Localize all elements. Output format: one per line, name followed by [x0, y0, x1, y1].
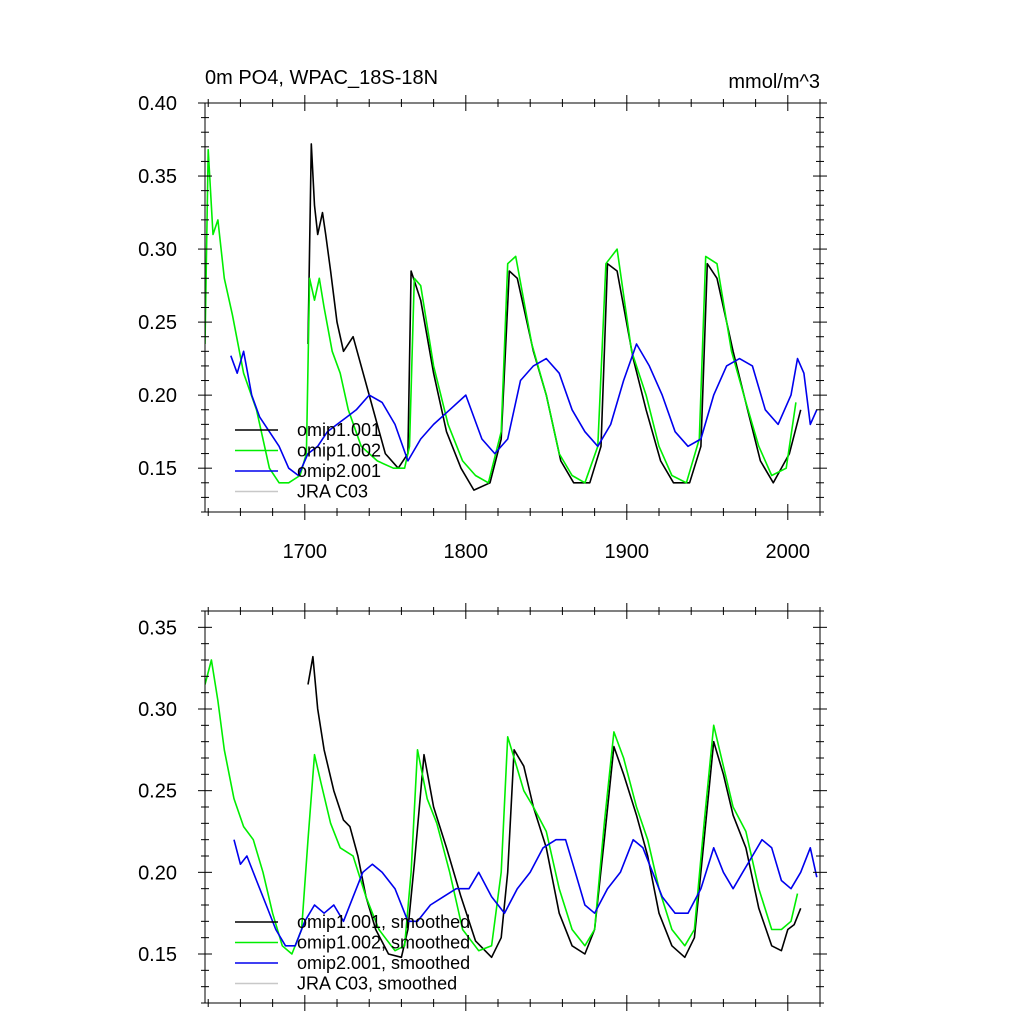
panel2-series-line-2: [233, 838, 818, 947]
panel1-title: 0m PO4, WPAC_18S-18N: [205, 67, 438, 89]
panel1-plot: 0.15 0.20 0.25 0.30 0.35 0.40 1700 1800 1900 2000…: [138, 93, 827, 563]
panel1-legend-label: omip2.001: [297, 461, 381, 481]
panel1-legend-label: omip1.001: [297, 420, 381, 440]
panel1-series-line-0: [307, 143, 802, 491]
panel2-ytick-label: 0.25: [138, 781, 177, 803]
panel2-legend-label: JRA C03, smoothed: [297, 974, 457, 994]
panel1-ytick-label: 0.15: [138, 458, 177, 480]
panel1-legend-label: omip1.002: [297, 441, 381, 461]
panel1-xtick-label: 2000: [766, 541, 811, 563]
panel2-ytick-label: 0.15: [138, 944, 177, 966]
panel1-series-line-1: [205, 148, 797, 484]
panel2-legend-label: omip1.001, smoothed: [297, 912, 470, 932]
panel1-xtick-label: 1700: [283, 541, 328, 563]
panel2-ytick-label: 0.30: [138, 699, 177, 721]
panel1-ytick-label: 0.30: [138, 239, 177, 261]
panel1-legend-label: JRA C03: [297, 482, 368, 502]
panel2-ytick-label: 0.35: [138, 617, 177, 639]
panel2-ytick-label: 0.20: [138, 862, 177, 884]
panel2-legend-label: omip2.001, smoothed: [297, 953, 470, 973]
panel2-legend-label: omip1.002, smoothed: [297, 933, 470, 953]
panel1-ytick-label: 0.40: [138, 93, 177, 115]
panel1-ytick-label: 0.20: [138, 385, 177, 407]
panel1-units: mmol/m^3: [728, 71, 820, 93]
panel1-xtick-label: 1800: [444, 541, 489, 563]
panel1-xtick-label: 1900: [605, 541, 650, 563]
panel1-ytick-label: 0.25: [138, 312, 177, 334]
panel1-ytick-label: 0.35: [138, 166, 177, 188]
panel1-series-line-2: [230, 343, 818, 477]
